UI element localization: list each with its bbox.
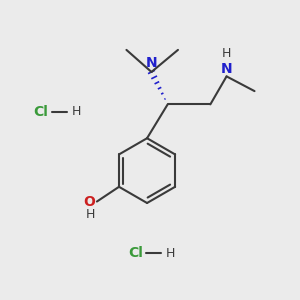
Text: Cl: Cl — [34, 105, 49, 119]
Text: H: H — [166, 247, 176, 260]
Text: O: O — [84, 194, 95, 208]
Text: H: H — [86, 208, 95, 221]
Text: H: H — [222, 47, 231, 60]
Text: N: N — [146, 56, 157, 70]
Text: Cl: Cl — [128, 246, 143, 260]
Text: H: H — [72, 105, 81, 118]
Text: N: N — [221, 62, 232, 76]
